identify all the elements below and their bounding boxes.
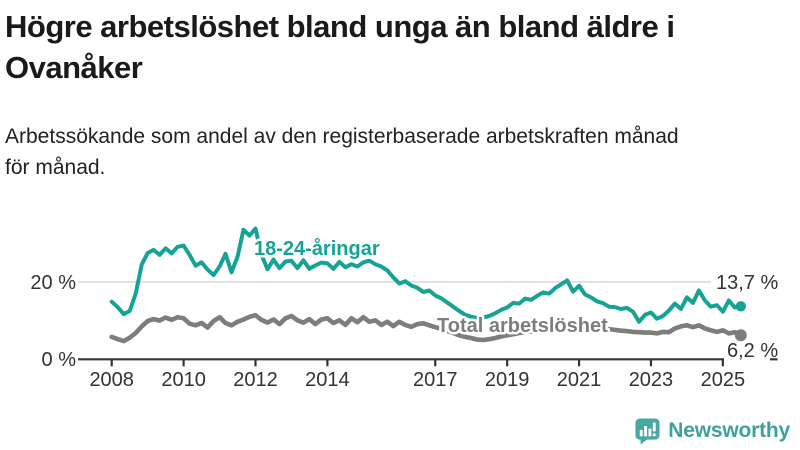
subtitle-line-1: Arbetssökande som andel av den registerb…: [5, 125, 679, 148]
x-tick-label-2008: 2008: [89, 369, 134, 391]
series-label-youth: 18-24-åringar: [254, 237, 380, 260]
end-value-youth: 13,7 %: [716, 272, 778, 294]
chart-subtitle: Arbetssökande som andel av den registerb…: [5, 121, 795, 183]
title-line-2: Ovanåker: [5, 50, 143, 85]
subtitle-line-2: för månad.: [5, 156, 106, 179]
end-value-total: 6,2 %: [727, 340, 778, 362]
data-lines: [109, 226, 747, 344]
x-tick-label-2010: 2010: [161, 369, 206, 391]
newsworthy-logo[interactable]: Newsworthy: [634, 416, 790, 446]
page-title: Högre arbetslöshet bland unga än bland ä…: [5, 6, 797, 88]
bar-chart-speech-bubble-icon: [635, 418, 660, 445]
x-tick-label-2019: 2019: [485, 369, 530, 391]
x-tick-label-2023: 2023: [629, 369, 674, 391]
x-tick-label-2021: 2021: [557, 369, 602, 391]
x-tick-label-2017: 2017: [413, 369, 458, 391]
y-tick-label-0: 0 %: [42, 349, 77, 371]
x-tick-label-2025: 2025: [701, 369, 746, 391]
x-axis: 2008 2010 2012 2014 2017 2019 2021 2023 2025: [78, 358, 778, 391]
x-tick-label-2014: 2014: [305, 369, 350, 391]
end-label-bg-youth: [711, 272, 768, 292]
brand-name: Newsworthy: [668, 419, 790, 442]
title-line-1: Högre arbetslöshet bland unga än bland ä…: [5, 9, 675, 44]
y-tick-label-20: 20 %: [30, 272, 76, 294]
end-label-bg-total: [724, 346, 770, 364]
x-tick-label-2012: 2012: [233, 369, 278, 391]
series-label-total: Total arbetslöshet: [437, 315, 608, 337]
